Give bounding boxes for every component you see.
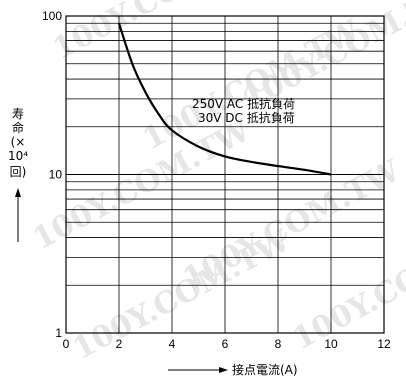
x-tick-label-2: 4 bbox=[169, 337, 176, 351]
x-tick-label-5: 10 bbox=[324, 337, 338, 351]
plot-frame bbox=[65, 15, 385, 334]
y-axis-arrow-head bbox=[15, 188, 21, 197]
y-label-char-3: (× bbox=[11, 135, 26, 149]
x-tick-label-1: 2 bbox=[116, 337, 123, 351]
y-axis-label: 寿 命 (× 10⁴ 回) bbox=[8, 107, 28, 242]
series-layer bbox=[117, 22, 332, 176]
y-tick-labels: 1 10 100 bbox=[42, 9, 62, 340]
y-tick-label-1: 10 bbox=[49, 168, 63, 182]
watermark-text-0: 100Y.COM.TW bbox=[47, 0, 277, 67]
x-axis-label-text: 接点電流(A) bbox=[232, 362, 298, 377]
y-tick-label-0: 1 bbox=[55, 326, 62, 340]
y-label-char-2: 命 bbox=[12, 120, 24, 135]
y-label-char-1: 寿 bbox=[12, 107, 24, 121]
watermark-text-5: 100Y.COM.TW bbox=[67, 223, 297, 367]
x-tick-labels: 0 2 4 6 8 10 12 bbox=[63, 337, 391, 351]
x-axis-arrow-head bbox=[219, 367, 228, 373]
annotation-line-1: 250V AC 抵抗負荷 bbox=[192, 96, 295, 111]
annotation-line-2: 30V DC 抵抗負荷 bbox=[198, 110, 295, 125]
series-line-0 bbox=[117, 22, 332, 176]
x-tick-label-3: 6 bbox=[222, 337, 229, 351]
x-axis-label: 接点電流(A) bbox=[168, 362, 298, 377]
y-tick-label-2: 100 bbox=[42, 9, 62, 23]
grid bbox=[66, 16, 384, 333]
x-tick-label-6: 12 bbox=[377, 337, 391, 351]
x-tick-label-4: 8 bbox=[275, 337, 282, 351]
x-tick-label-0: 0 bbox=[63, 337, 70, 351]
y-label-char-5: 回) bbox=[10, 165, 27, 179]
watermark-layer: 100Y.COM.TW100Y.COM.TW100Y.COM.TW100Y.CO… bbox=[27, 0, 406, 367]
y-label-char-4: 10⁴ bbox=[8, 149, 28, 163]
